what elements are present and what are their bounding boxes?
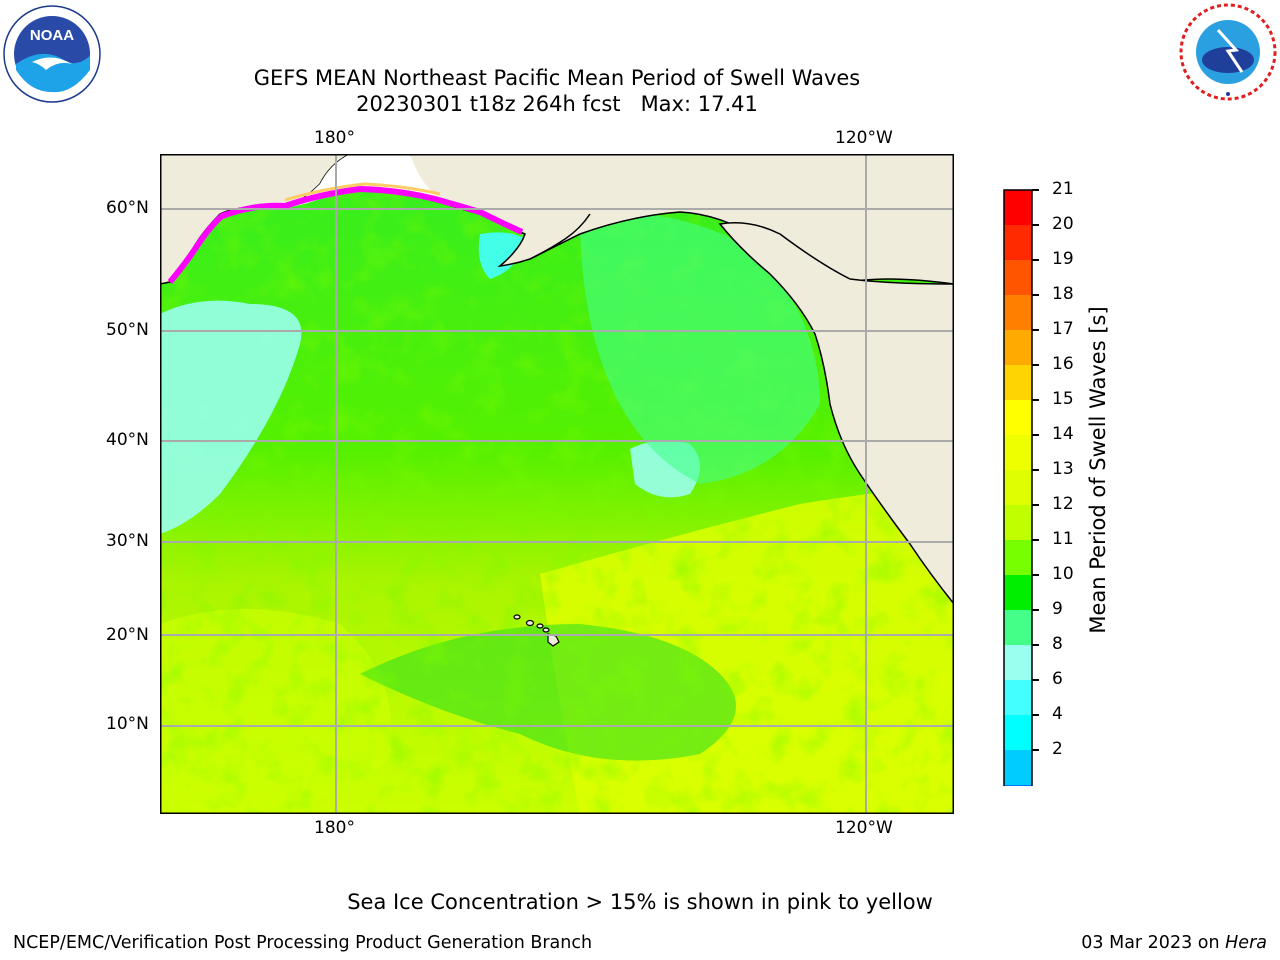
footer-credit: NCEP/EMC/Verification Post Processing Pr… xyxy=(13,933,593,953)
colorbar-tick xyxy=(1032,539,1039,541)
colorbar-segment xyxy=(1004,750,1032,785)
colorbar-tick-label: 13 xyxy=(1052,459,1074,479)
colorbar-segment xyxy=(1004,540,1032,575)
colorbar-tick xyxy=(1032,224,1039,226)
colorbar-segment xyxy=(1004,505,1032,540)
colorbar xyxy=(1003,189,1033,786)
lat-label-60n: 60°N xyxy=(106,198,149,218)
footer-date-text: 03 Mar 2023 on xyxy=(1081,933,1226,953)
colorbar-tick-label: 14 xyxy=(1052,424,1074,444)
colorbar-tick xyxy=(1032,259,1039,261)
colorbar-tick xyxy=(1032,434,1039,436)
colorbar-tick-label: 21 xyxy=(1052,179,1074,199)
lat-label-30n: 30°N xyxy=(106,531,149,551)
colorbar-segment xyxy=(1004,785,1032,786)
colorbar-tick xyxy=(1032,714,1039,716)
colorbar-tick-label: 12 xyxy=(1052,494,1074,514)
colorbar-tick xyxy=(1032,294,1039,296)
colorbar-tick-label: 17 xyxy=(1052,319,1074,339)
chart-subtitle: 20230301 t18z 264h fcst Max: 17.41 xyxy=(356,92,758,116)
lon-label-bottom-180: 180° xyxy=(314,818,355,838)
colorbar-tick xyxy=(1032,189,1039,191)
hawaii-islands xyxy=(513,614,560,647)
footer-host: Hera xyxy=(1225,933,1267,953)
swell-zone-cyan-alaska xyxy=(478,232,525,279)
lon-label-top-180: 180° xyxy=(314,128,355,148)
colorbar-segment xyxy=(1004,330,1032,365)
colorbar-tick xyxy=(1032,364,1039,366)
colorbar-tick-label: 9 xyxy=(1052,599,1063,619)
colorbar-label: Mean Period of Swell Waves [s] xyxy=(1086,306,1110,634)
colorbar-tick-label: 2 xyxy=(1052,739,1063,759)
colorbar-tick-label: 8 xyxy=(1052,634,1063,654)
graticule xyxy=(160,154,954,814)
colorbar-tick-label: 6 xyxy=(1052,669,1063,689)
colorbar-tick xyxy=(1032,574,1039,576)
colorbar-segment xyxy=(1004,225,1032,260)
colorbar-segment xyxy=(1004,260,1032,295)
colorbar-segment xyxy=(1004,365,1032,400)
chart-title: GEFS MEAN Northeast Pacific Mean Period … xyxy=(253,66,861,90)
lat-label-50n: 50°N xyxy=(106,320,149,340)
lon-label-top-120w: 120°W xyxy=(835,128,893,148)
colorbar-tick xyxy=(1032,399,1039,401)
swell-zone-cyan-west xyxy=(160,300,302,534)
sea-ice-edge xyxy=(167,185,524,284)
colorbar-tick xyxy=(1032,644,1039,646)
colorbar-tick xyxy=(1032,504,1039,506)
swell-zone-teal-ne xyxy=(580,212,820,485)
colorbar-segment xyxy=(1004,680,1032,715)
colorbar-tick xyxy=(1032,469,1039,471)
lat-label-40n: 40°N xyxy=(106,430,149,450)
noaa-logo: NOAA xyxy=(3,5,101,103)
colorbar-segment xyxy=(1004,435,1032,470)
colorbar-tick xyxy=(1032,749,1039,751)
colorbar-segment xyxy=(1004,645,1032,680)
nws-logo xyxy=(1179,3,1277,101)
colorbar-tick xyxy=(1032,609,1039,611)
lat-label-20n: 20°N xyxy=(106,625,149,645)
lon-label-bottom-120w: 120°W xyxy=(835,818,893,838)
footer-date: 03 Mar 2023 on Hera xyxy=(1081,933,1267,953)
colorbar-tick-label: 20 xyxy=(1052,214,1074,234)
colorbar-segment xyxy=(1004,575,1032,610)
colorbar-tick-label: 15 xyxy=(1052,389,1074,409)
colorbar-tick-label: 4 xyxy=(1052,704,1063,724)
swell-period-map xyxy=(160,154,954,814)
colorbar-tick-label: 10 xyxy=(1052,564,1074,584)
lat-label-10n: 10°N xyxy=(106,714,149,734)
sea-ice-note: Sea Ice Concentration > 15% is shown in … xyxy=(347,890,933,914)
colorbar-tick-label: 18 xyxy=(1052,284,1074,304)
colorbar-tick-label: 16 xyxy=(1052,354,1074,374)
colorbar-segment xyxy=(1004,400,1032,435)
colorbar-segment xyxy=(1004,190,1032,225)
noaa-logo-text: NOAA xyxy=(30,27,74,44)
colorbar-tick-label: 11 xyxy=(1052,529,1074,549)
colorbar-tick-label: 19 xyxy=(1052,249,1074,269)
land-north-america xyxy=(718,222,954,606)
colorbar-segment xyxy=(1004,610,1032,645)
colorbar-tick xyxy=(1032,679,1039,681)
colorbar-segment xyxy=(1004,470,1032,505)
colorbar-segment xyxy=(1004,715,1032,750)
colorbar-tick xyxy=(1032,329,1039,331)
colorbar-segment xyxy=(1004,295,1032,330)
